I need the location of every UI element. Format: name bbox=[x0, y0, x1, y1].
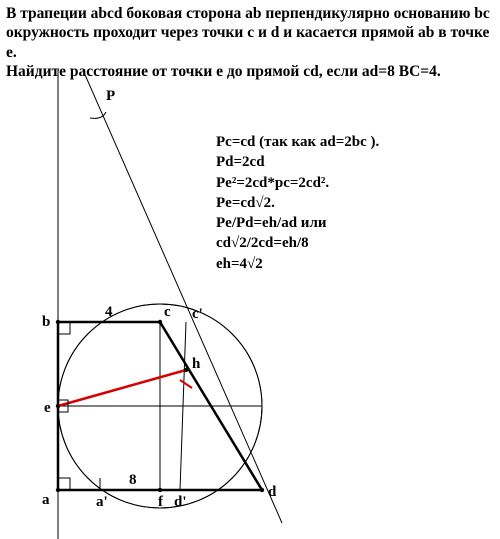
svg-text:b: b bbox=[42, 314, 50, 330]
svg-text:c: c bbox=[164, 304, 171, 320]
svg-text:d: d bbox=[268, 484, 277, 500]
svg-text:h: h bbox=[192, 356, 201, 372]
svg-text:8: 8 bbox=[129, 472, 137, 488]
problem-line1: В трапеции abcd боковая сторона ab перпе… bbox=[6, 5, 490, 22]
svg-text:a': a' bbox=[96, 494, 108, 510]
geometry-diagram: Pbcc'aa'fd'deh48 bbox=[0, 70, 500, 539]
svg-text:d': d' bbox=[174, 494, 187, 510]
svg-text:4: 4 bbox=[105, 304, 113, 320]
svg-text:e: e bbox=[44, 400, 51, 416]
svg-text:a: a bbox=[42, 492, 50, 508]
problem-line2: окружность проходит через точки c и d и … bbox=[6, 24, 489, 60]
svg-text:c': c' bbox=[192, 306, 203, 322]
svg-text:P: P bbox=[106, 88, 115, 104]
